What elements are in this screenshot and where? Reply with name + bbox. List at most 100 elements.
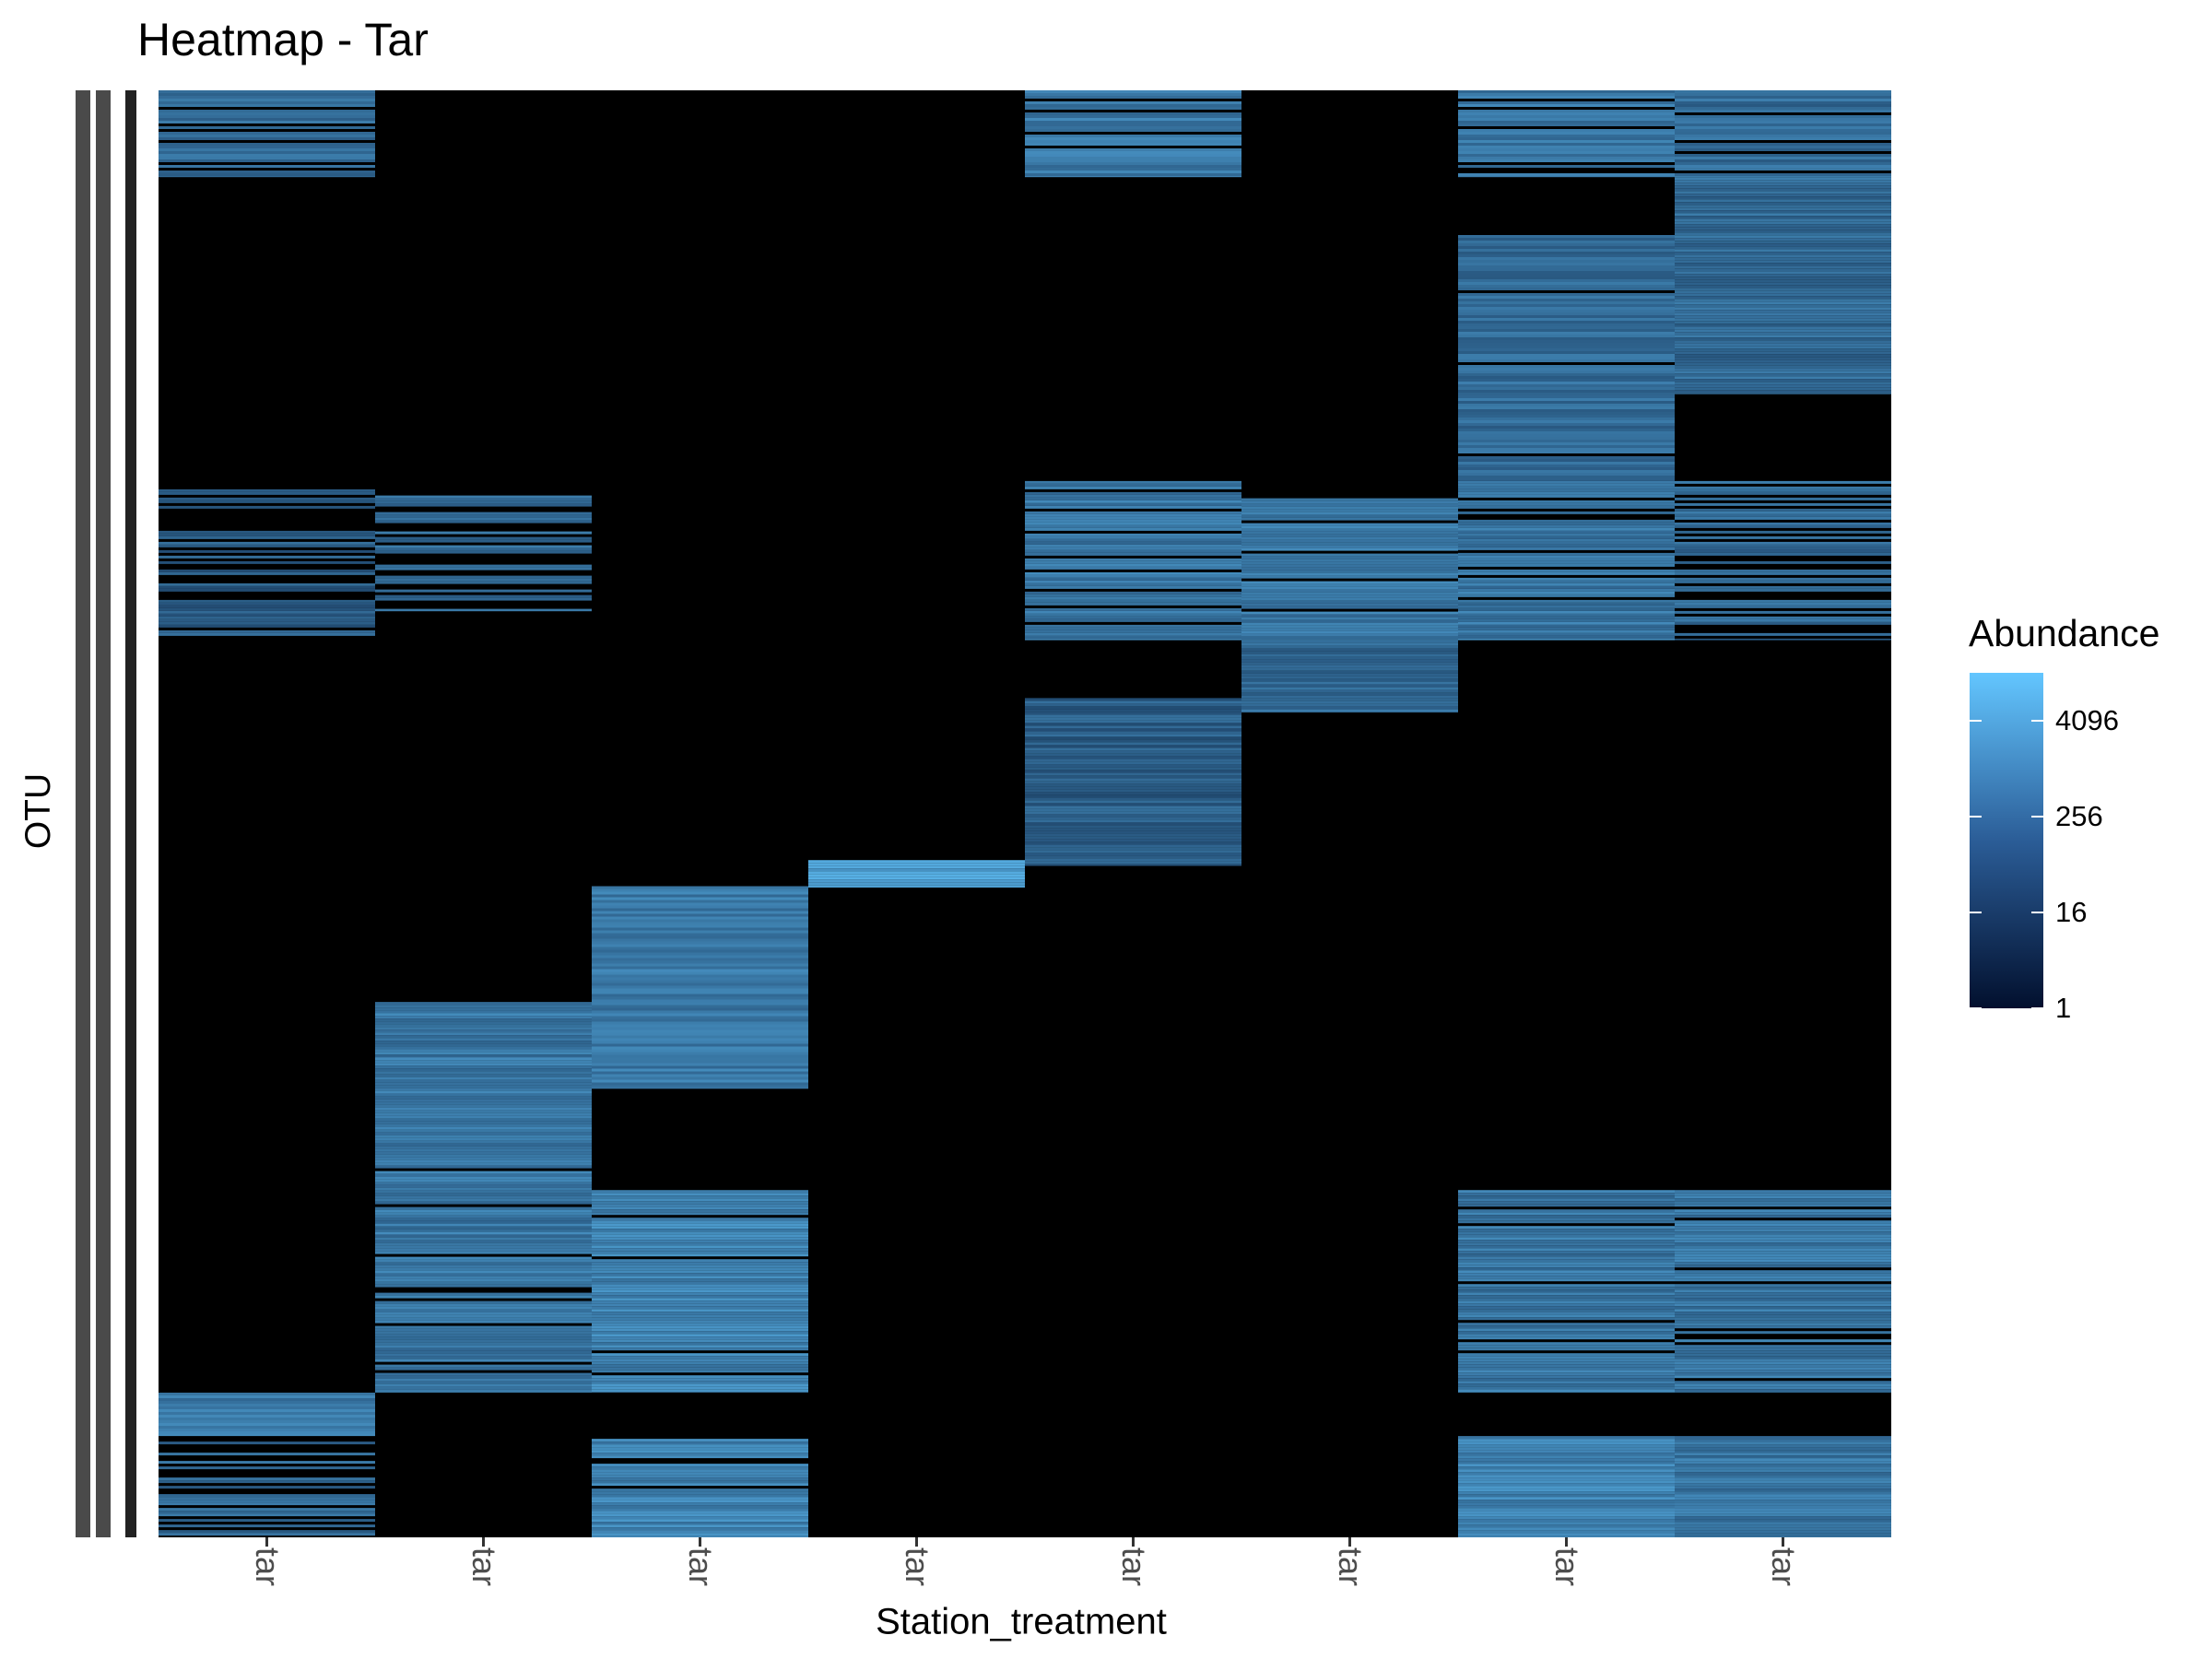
heatmap-cell [592,1077,808,1080]
heatmap-cell [1675,290,1891,294]
heatmap-cell [1675,1292,1891,1296]
heatmap-cell [1675,1466,1891,1470]
heatmap-cell [1458,524,1675,528]
heatmap-cell [1025,157,1241,159]
heatmap-cell [592,1262,808,1265]
heatmap-cell [592,894,808,898]
heatmap-cell [1458,406,1675,409]
heatmap-cell [1675,547,1891,550]
heatmap-cell [1675,1511,1891,1514]
heatmap-cell [1458,1190,1675,1194]
heatmap-cell [375,1052,592,1055]
heatmap-cell [375,1135,592,1138]
heatmap-cell [1025,822,1241,826]
heatmap-cell [1675,549,1891,553]
heatmap-cell [1458,1383,1675,1387]
heatmap-cell [1675,1455,1891,1459]
heatmap-cell [1675,168,1891,171]
heatmap-cell [375,1027,592,1030]
heatmap-cell [1675,602,1891,606]
heatmap-cell [1675,632,1891,636]
heatmap-cell [1458,456,1675,459]
heatmap-cell [592,1049,808,1053]
heatmap-cell [592,1074,808,1077]
heatmap-cell [375,1041,592,1044]
heatmap-cell [1458,502,1675,506]
heatmap-cell [1675,1508,1891,1512]
heatmap-cell [375,1251,592,1254]
heatmap-cell [592,1331,808,1335]
heatmap-cell [592,1027,808,1030]
heatmap-cell [1458,1325,1675,1329]
heatmap-cell [592,1278,808,1282]
heatmap-cell [1458,599,1675,603]
heatmap-cell [1675,1201,1891,1205]
heatmap-cell [375,608,592,612]
heatmap-cell [1458,607,1675,611]
heatmap-cell [375,1309,592,1312]
heatmap-cell [1675,1195,1891,1199]
heatmap-cell [592,949,808,953]
heatmap-cell [375,597,592,601]
heatmap-cell [375,1237,592,1241]
heatmap-cell [1675,1464,1891,1467]
heatmap-cell [159,618,375,622]
heatmap-cell [1675,1303,1891,1307]
heatmap-cell [1675,199,1891,203]
heatmap-cell [1241,695,1458,699]
heatmap-cell [375,1118,592,1122]
heatmap-cell [808,877,1025,880]
heatmap-cell [592,1522,808,1525]
heatmap-cell [159,1393,375,1395]
heatmap-cell [1458,118,1675,121]
heatmap-cell [375,547,592,551]
heatmap-cell [1458,473,1675,476]
heatmap-cell [592,916,808,920]
heatmap-cell [1241,712,1458,713]
heatmap-cell [1675,638,1891,641]
heatmap-cell [159,585,375,589]
heatmap-cell [1675,387,1891,391]
heatmap-cell [1025,803,1241,806]
heatmap-cell [1458,1370,1675,1373]
heatmap-cell [1458,329,1675,332]
heatmap-cell [1025,582,1241,586]
heatmap-cell [592,1353,808,1357]
heatmap-cell [1675,165,1891,168]
heatmap-cell [1458,157,1675,159]
heatmap-cell [1458,541,1675,545]
heatmap-cell [1675,1306,1891,1310]
heatmap-cell [592,1303,808,1307]
heatmap-cell [159,535,375,539]
heatmap-cell [1025,137,1241,140]
heatmap-cell [1241,583,1458,587]
heatmap-cell [1025,96,1241,99]
heatmap-cell [1241,572,1458,576]
heatmap-cell [592,1378,808,1382]
heatmap-cell [375,1063,592,1066]
heatmap-cell [375,1065,592,1069]
heatmap-cell [375,1295,592,1299]
heatmap-cell [1675,324,1891,327]
heatmap-cell [1675,1453,1891,1456]
heatmap-cell [1458,293,1675,296]
heatmap-cell [592,1472,808,1476]
heatmap-cell [1458,137,1675,140]
heatmap-cell [375,1242,592,1246]
heatmap-cell [1675,1500,1891,1503]
heatmap-cell [1241,531,1458,535]
heatmap-cell [1458,1314,1675,1318]
heatmap-cell [375,1339,592,1343]
heatmap-cell [1025,560,1241,564]
heatmap-cell [592,888,808,892]
heatmap-cell [159,1398,375,1401]
heatmap-cell [592,1491,808,1495]
heatmap-cell [1025,115,1241,118]
heatmap-cell [1458,1464,1675,1467]
heatmap-cell [1025,121,1241,124]
x-tick-label: tar [1547,1547,1586,1587]
heatmap-cell [1458,1284,1675,1288]
heatmap-cell [1675,238,1891,241]
y-axis-ticks [76,90,136,1537]
